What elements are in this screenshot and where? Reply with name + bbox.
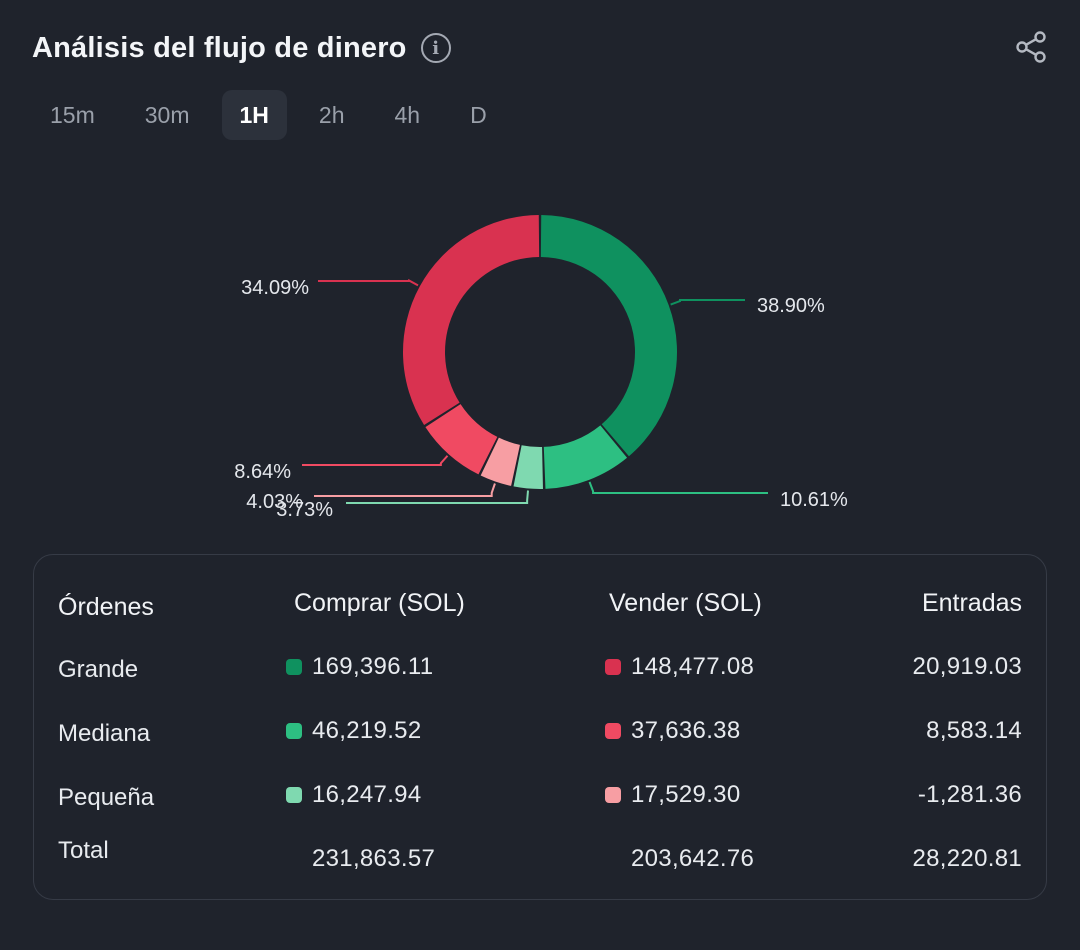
row-label: Mediana [58,720,151,747]
table-row-mediana: Mediana 46,219.52 37,636.38 8,583.14 [34,711,1046,751]
buy-value: 169,396.11 [286,647,433,687]
buy-amount: 46,219.52 [312,717,422,744]
slice-leader-line [314,483,496,497]
buy-value: 16,247.94 [286,775,421,815]
table-row-total: Total 231,863.57 203,642.76 28,220.81 [34,837,1046,879]
timeframe-tabs: 15m 30m 1H 2h 4h D [32,90,519,140]
buy-color-swatch [286,787,302,803]
buy-amount: 16,247.94 [312,781,422,808]
net-amount: 8,583.14 [926,717,1022,744]
buy-value: 46,219.52 [286,711,421,751]
tab-1h[interactable]: 1H [221,90,287,140]
slice-leader-line [318,278,419,287]
net-amount: 20,919.03 [912,653,1022,680]
net-amount: 28,220.81 [912,845,1022,872]
tab-2h[interactable]: 2h [318,101,345,128]
buy-color-swatch [286,659,302,675]
header-net: Entradas [921,588,1022,617]
sell-value: 203,642.76 [605,839,754,879]
sell-amount: 203,642.76 [631,845,755,872]
tab-d[interactable]: D [470,101,487,128]
sell-value: 148,477.08 [605,647,754,687]
table-row-pequena: Pequeña 16,247.94 17,529.30 -1,281.36 [34,775,1046,815]
slice-percent-label: 34.09% [241,277,309,299]
sell-value: 37,636.38 [605,711,740,751]
row-label: Grande [58,656,139,683]
header-orders: Órdenes [58,592,154,621]
slice-percent-label: 4.03% [246,491,303,513]
slice-percent-label: 10.61% [780,489,848,511]
table-row-grande: Grande 169,396.11 148,477.08 20,919.03 [34,647,1046,687]
slice-leader-line [346,490,530,504]
sell-amount: 37,636.38 [631,717,741,744]
donut-slice[interactable] [480,437,520,486]
money-flow-donut-chart: 38.90% 10.61% 3.73%4.03% 8.64% 34.09% [234,215,848,521]
donut-slice[interactable] [403,215,540,426]
buy-amount: 231,863.57 [312,845,436,872]
table-header-row: Órdenes Comprar (SOL) Vender (SOL) Entra… [34,583,1046,623]
orders-table: Órdenes Comprar (SOL) Vender (SOL) Entra… [33,554,1047,900]
buy-color-swatch [286,723,302,739]
donut-slice[interactable] [543,425,628,489]
slice-percent-label: 3.73% [276,499,333,521]
slice-leader-line [670,299,745,306]
sell-color-swatch [605,723,621,739]
row-label: Pequeña [58,784,155,811]
slice-leader-line [588,481,768,494]
page-title: Análisis del flujo de dinero [32,31,407,64]
header-buy: Comprar (SOL) [294,588,465,617]
sell-value: 17,529.30 [605,775,740,815]
slice-percent-label: 8.64% [234,461,291,483]
info-icon[interactable]: i [420,33,451,63]
sell-color-swatch [605,787,621,803]
donut-slice[interactable] [540,215,677,457]
donut-slice[interactable] [513,445,543,490]
sell-amount: 17,529.30 [631,781,741,808]
sell-color-swatch [605,659,621,675]
sell-amount: 148,477.08 [631,653,755,680]
buy-amount: 169,396.11 [312,653,434,680]
buy-value: 231,863.57 [286,839,435,879]
tab-4h[interactable]: 4h [394,101,421,128]
slice-leader-line [302,455,449,466]
tab-15m[interactable]: 15m [50,101,95,128]
share-icon[interactable] [1014,30,1048,64]
header-sell: Vender (SOL) [609,588,762,617]
net-amount: -1,281.36 [917,781,1022,808]
donut-slice[interactable] [425,404,498,475]
header: Análisis del flujo de dinero i [32,26,1048,70]
tab-30m[interactable]: 30m [144,101,190,128]
row-label: Total [58,837,109,864]
slice-percent-label: 38.90% [757,295,825,317]
